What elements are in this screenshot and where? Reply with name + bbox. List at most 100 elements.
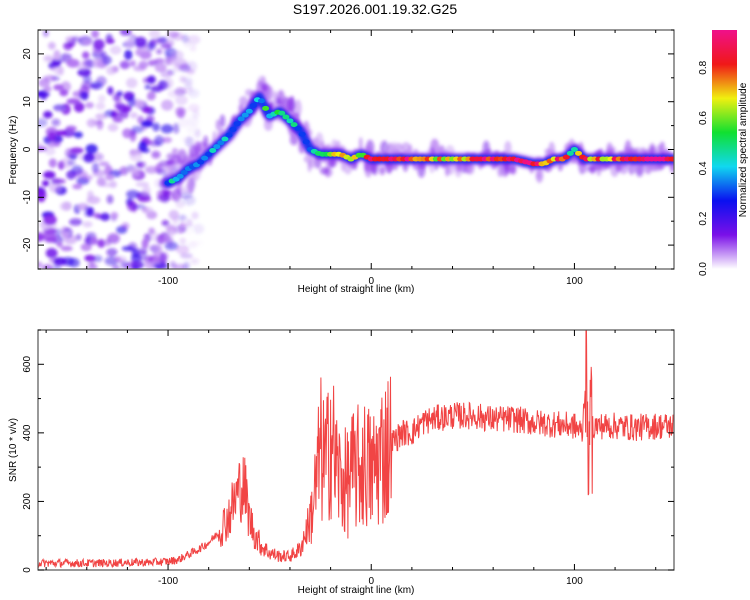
y-tick-label: 200	[22, 493, 33, 510]
ridge-point	[290, 122, 298, 128]
noise-blob	[166, 225, 177, 236]
noise-blob	[91, 30, 100, 39]
y-tick-label: 600	[22, 356, 33, 373]
noise-blob	[38, 146, 48, 152]
halo-blob	[219, 114, 226, 128]
colorbar-tick-label: 0.4	[698, 161, 709, 175]
halo-blob	[177, 149, 188, 165]
colorbar-tick-label: 0.0	[698, 262, 709, 276]
noise-blob	[83, 153, 95, 163]
noise-blob	[63, 42, 73, 51]
noise-blob	[183, 38, 192, 48]
snr-background	[38, 330, 674, 570]
noise-blob	[73, 169, 88, 179]
noise-blob	[82, 75, 92, 84]
ridge-point	[294, 125, 302, 131]
noise-blob	[68, 218, 83, 226]
halo-blob	[636, 165, 644, 175]
noise-blob	[141, 120, 153, 128]
chart-title: S197.2026.001.19.32.G25	[292, 1, 458, 17]
noise-blob	[72, 183, 83, 190]
noise-blob	[137, 196, 152, 203]
noise-blob	[130, 112, 138, 119]
noise-blob	[170, 32, 184, 41]
ridge-point	[262, 105, 270, 111]
noise-blob	[127, 96, 136, 108]
noise-blob	[92, 255, 103, 263]
noise-blob	[125, 77, 138, 89]
x-tick-label: 0	[368, 276, 374, 287]
noise-blob	[95, 102, 106, 110]
noise-blob	[145, 166, 158, 174]
noise-blob	[189, 43, 197, 52]
noise-blob	[60, 81, 72, 92]
noise-blob	[192, 223, 205, 234]
ridge-point	[221, 136, 229, 142]
noise-blob	[191, 211, 199, 220]
noise-blob	[132, 204, 146, 210]
noise-blob	[180, 253, 193, 259]
noise-blob	[135, 49, 142, 56]
y-tick-label: 10	[22, 96, 33, 108]
noise-blob	[105, 174, 115, 181]
noise-blob	[56, 241, 63, 248]
noise-blob	[48, 181, 62, 193]
halo-blob	[430, 138, 440, 156]
x-tick-label: -100	[158, 576, 178, 587]
noise-blob	[172, 216, 179, 225]
snr-panel: -100 0 100 0 200 400 600 Height of straight li…	[8, 329, 675, 596]
noise-blob	[184, 227, 194, 235]
snr-frame	[37, 329, 675, 571]
ridge-point	[176, 173, 184, 179]
halo-blob	[319, 167, 329, 175]
y-tick-label: 0	[22, 146, 33, 152]
ridge-point	[574, 150, 582, 156]
noise-blob	[149, 244, 163, 252]
colorbar: 0.0 0.2 0.4 0.6 0.8 Normalized spectral ampl…	[698, 30, 749, 276]
noise-blob	[130, 253, 142, 263]
noise-blob	[53, 84, 64, 91]
spectrogram-marks	[38, 30, 674, 269]
noise-blob	[114, 255, 128, 263]
noise-blob	[133, 99, 146, 109]
ridge-point	[233, 121, 241, 127]
noise-blob	[187, 88, 200, 98]
halo-blob	[482, 140, 490, 156]
noise-blob	[92, 39, 105, 50]
noise-blob	[157, 168, 166, 176]
noise-blob	[152, 37, 163, 45]
noise-blob	[43, 214, 57, 226]
noise-blob	[152, 122, 160, 132]
halo-blob	[504, 140, 512, 155]
noise-blob	[146, 210, 158, 220]
noise-blob	[172, 263, 187, 269]
noise-blob	[73, 102, 85, 113]
colorbar-label: Normalized spectral amplitude	[738, 82, 749, 217]
noise-blob	[55, 130, 67, 136]
noise-blob	[138, 141, 148, 151]
y-tick-label: -10	[22, 190, 33, 205]
noise-blob	[53, 257, 67, 266]
noise-blob	[126, 200, 137, 212]
y-tick-label: 20	[22, 48, 33, 60]
halo-blob	[497, 163, 504, 178]
halo-blob	[171, 188, 182, 203]
halo-blob	[379, 166, 386, 176]
ridge-point	[225, 132, 233, 138]
x-tick-label: 0	[368, 576, 374, 587]
noise-blob	[161, 136, 173, 143]
noise-blob	[154, 62, 167, 73]
ridge-point	[213, 144, 221, 150]
noise-blob	[185, 61, 198, 72]
x-tick-label: 100	[566, 276, 583, 287]
noise-blob	[67, 159, 76, 166]
noise-blob	[179, 75, 187, 83]
noise-blob	[81, 51, 90, 59]
spectrogram-ridge	[161, 89, 674, 190]
noise-blob	[178, 221, 187, 233]
noise-blob	[181, 136, 196, 144]
noise-blob	[157, 80, 170, 91]
halo-blob	[194, 141, 202, 156]
noise-blob	[87, 190, 94, 200]
noise-blob	[131, 125, 144, 134]
